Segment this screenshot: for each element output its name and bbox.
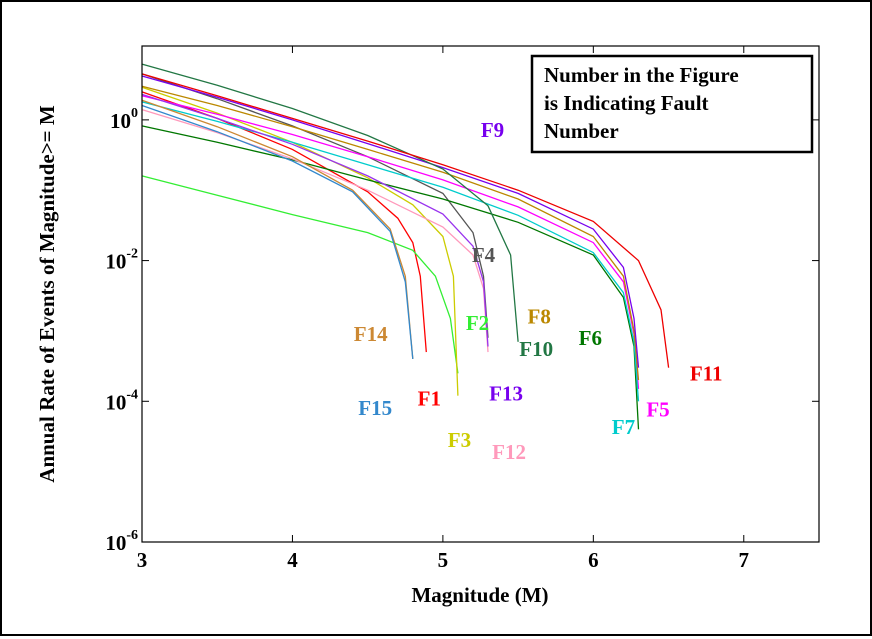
series-line-f3 — [141, 86, 459, 396]
series-label-f8: F8 — [528, 305, 551, 329]
annotation-line-1: Number in the Figure — [544, 63, 739, 87]
y-tick-label: 10-2 — [105, 247, 138, 274]
y-tick-label: 100 — [110, 106, 138, 133]
x-tick-label: 6 — [588, 548, 599, 572]
series-line-f2 — [141, 175, 459, 374]
series-line-f5 — [141, 95, 640, 389]
series-label-f14: F14 — [354, 322, 388, 346]
series-label-f1: F1 — [418, 386, 441, 410]
series-label-f12: F12 — [492, 440, 526, 464]
y-axis-label: Annual Rate of Events of Magnitude>= M — [35, 105, 59, 483]
annotation-box-frame — [530, 54, 814, 154]
series-line-f10 — [141, 63, 519, 342]
plot-area-frame — [141, 45, 820, 543]
annotation-line-3: Number — [544, 119, 619, 143]
series-label-f10: F10 — [519, 337, 553, 361]
y-tick-label: 10-6 — [105, 528, 138, 555]
series-label-f5: F5 — [646, 398, 669, 422]
series-label-f7: F7 — [612, 415, 635, 439]
series-line-f8 — [141, 85, 640, 381]
series-label-f3: F3 — [448, 428, 471, 452]
series-line-f14 — [141, 99, 414, 359]
series-line-f11 — [141, 73, 670, 368]
series-line-f6 — [141, 125, 640, 430]
series-label-f15: F15 — [358, 396, 392, 420]
series-label-f9: F9 — [481, 118, 504, 142]
series-layer — [141, 63, 670, 430]
series-labels-layer: F9 F4 F8 F14 F2 F10 F6 F11 F1 F13 F15 F5 F3 F7 F12 — [354, 118, 723, 464]
series-line-f9 — [141, 75, 640, 368]
x-axis-label: Magnitude (M) — [411, 583, 548, 607]
x-tick-label: 4 — [287, 548, 298, 572]
series-label-f6: F6 — [579, 326, 602, 350]
ticks-layer: 3 4 5 6 7 100 10-2 10-4 10-6 — [105, 46, 819, 572]
y-tick-label: 10-4 — [105, 387, 138, 414]
series-line-f15 — [141, 104, 414, 359]
annotation-line-2: is Indicating Fault — [544, 91, 709, 115]
series-label-f2: F2 — [466, 311, 489, 335]
x-tick-label: 7 — [739, 548, 750, 572]
annotation-box: Number in the Figure is Indicating Fault… — [530, 54, 814, 154]
series-line-f1 — [141, 91, 427, 353]
x-tick-label: 3 — [137, 548, 148, 572]
series-label-f4: F4 — [472, 243, 496, 267]
series-line-f12 — [141, 108, 489, 353]
x-tick-label: 5 — [438, 548, 449, 572]
series-label-f13: F13 — [489, 381, 523, 405]
series-label-f11: F11 — [690, 361, 723, 385]
series-line-f4 — [141, 73, 489, 338]
series-line-f13 — [141, 93, 489, 347]
